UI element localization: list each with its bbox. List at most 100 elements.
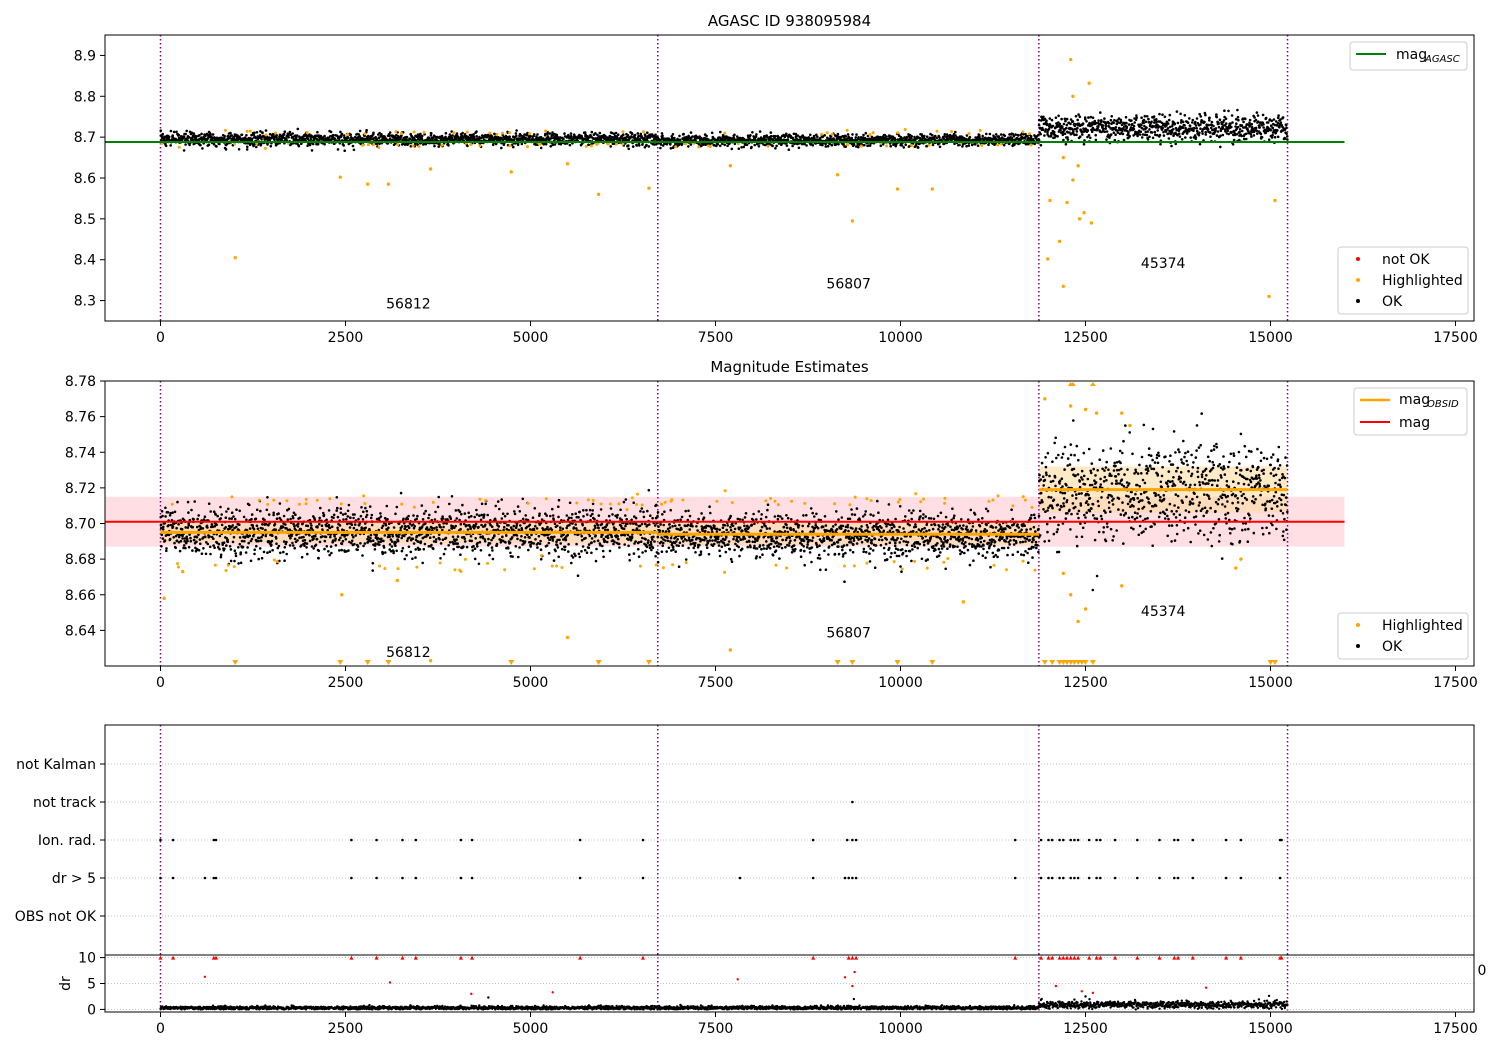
ok-point (1244, 132, 1248, 136)
y-tick-label: 8.9 (74, 48, 96, 64)
ok-point (1286, 138, 1289, 141)
ok-point (614, 131, 618, 135)
ok-point (323, 142, 326, 146)
legend-label: OK (1382, 294, 1403, 310)
ok-point (189, 539, 193, 543)
ok-point (1014, 133, 1017, 136)
ok-point (988, 132, 992, 136)
ok-point (1037, 123, 1041, 127)
ok-point (826, 136, 829, 140)
ok-point (379, 515, 383, 518)
ok-point (1127, 130, 1130, 134)
ok-point (1081, 122, 1085, 125)
highlighted-point (850, 219, 855, 223)
ok-point (195, 540, 198, 544)
ok-point (208, 545, 212, 549)
ok-point (484, 523, 487, 527)
x-tick-label: 17500 (1433, 330, 1478, 346)
ok-point (405, 554, 408, 557)
ok-point (1206, 127, 1210, 131)
ok-point (275, 542, 278, 545)
ok-point (384, 524, 388, 527)
ok-point (501, 535, 504, 539)
legend-marker (1356, 299, 1360, 303)
ok-point (397, 535, 400, 539)
ok-point (173, 510, 177, 514)
ok-point (1103, 130, 1107, 133)
ok-point (753, 143, 756, 147)
ok-point (252, 527, 256, 531)
ok-point (327, 550, 330, 553)
ok-point (459, 553, 462, 556)
ok-point (1122, 138, 1126, 142)
ok-point (687, 145, 690, 148)
ok-point (1262, 126, 1265, 129)
ok-point (532, 138, 536, 141)
ok-point (172, 536, 175, 539)
ok-point (373, 548, 377, 551)
ok-point (277, 544, 281, 548)
highlighted-point (1021, 130, 1025, 134)
ok-point (415, 517, 419, 521)
highlighted-point (361, 143, 365, 147)
ok-point (852, 143, 856, 146)
ok-point (193, 500, 196, 503)
ok-point (1199, 115, 1203, 118)
ok-point (462, 545, 465, 548)
ok-point (357, 133, 361, 136)
ok-point (461, 503, 464, 507)
ok-point (332, 513, 336, 517)
ok-point (255, 524, 259, 527)
ok-point (418, 548, 422, 551)
ok-point (306, 137, 310, 140)
ok-point (505, 534, 508, 537)
ok-point (306, 524, 310, 528)
highlighted-point (422, 130, 426, 134)
ok-point (240, 539, 244, 543)
ok-point (510, 536, 514, 539)
ok-point (252, 144, 255, 148)
ok-point (484, 502, 488, 506)
ok-point (1041, 128, 1045, 131)
ok-point (169, 144, 172, 147)
ok-point (970, 143, 974, 147)
ok-point (223, 136, 226, 140)
ok-point (1003, 134, 1007, 138)
ok-point (423, 542, 427, 546)
ok-point (256, 527, 260, 530)
ok-point (1193, 127, 1196, 130)
ok-point (327, 523, 331, 527)
ok-point (169, 129, 173, 133)
ok-point (227, 507, 230, 511)
ok-point (235, 525, 238, 529)
ok-point (330, 525, 334, 528)
highlighted-point (366, 182, 370, 186)
ok-point (1129, 129, 1132, 132)
ok-point (626, 134, 630, 137)
ok-point (249, 559, 253, 563)
ok-point (493, 534, 496, 537)
ok-point (387, 526, 390, 530)
ok-point (254, 517, 258, 521)
ok-point (1052, 130, 1056, 134)
ok-point (1285, 132, 1288, 135)
highlighted-point (366, 143, 370, 147)
ok-point (1177, 132, 1181, 135)
ok-point (442, 525, 445, 529)
ok-point (1204, 133, 1208, 136)
ok-point (370, 523, 374, 527)
ok-point (261, 533, 265, 537)
ok-point (261, 131, 264, 135)
ok-point (286, 518, 290, 521)
ok-point (868, 144, 872, 147)
ok-point (1227, 109, 1230, 113)
ok-point (300, 555, 304, 559)
ok-point (479, 518, 483, 522)
ok-point (1125, 121, 1128, 125)
ok-point (1266, 121, 1270, 124)
ok-point (520, 528, 524, 532)
ok-point (507, 524, 510, 527)
ok-point (1062, 138, 1065, 142)
ok-point (406, 517, 410, 521)
ok-point (185, 129, 188, 133)
